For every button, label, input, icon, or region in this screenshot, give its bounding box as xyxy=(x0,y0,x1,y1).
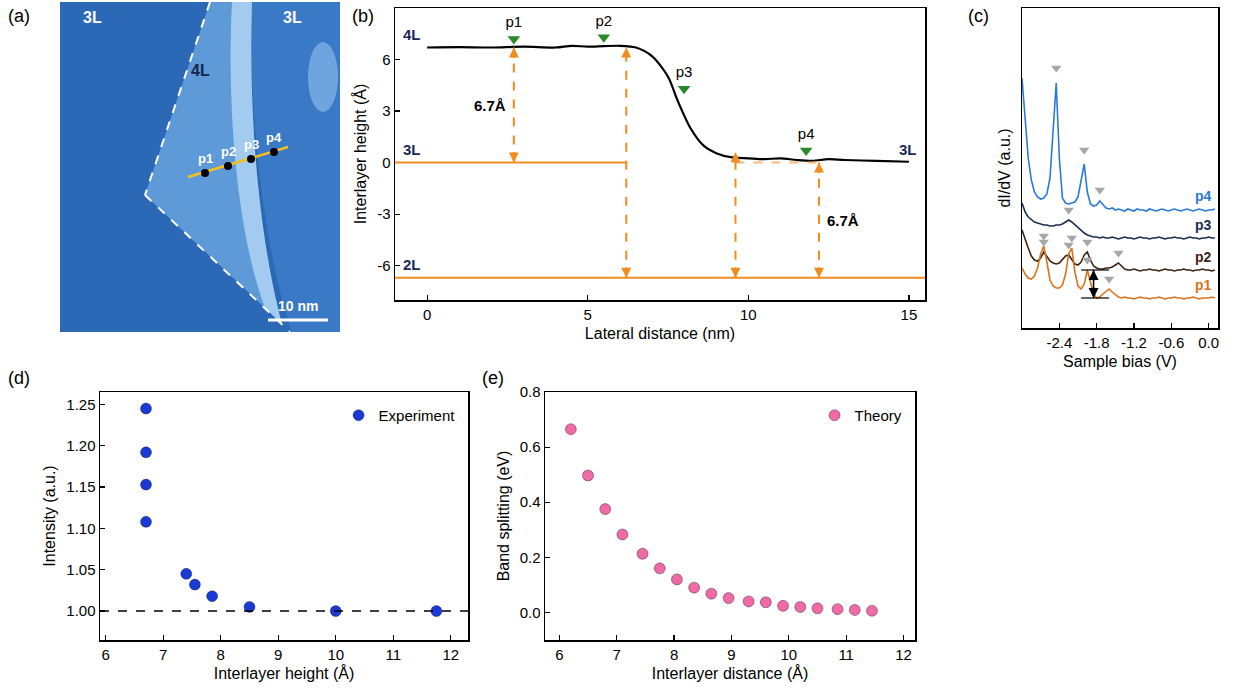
svg-text:p3: p3 xyxy=(676,63,693,80)
svg-text:p1: p1 xyxy=(506,13,523,30)
svg-text:6.7Å: 6.7Å xyxy=(474,97,506,114)
svg-text:p1: p1 xyxy=(1195,277,1212,293)
svg-text:4L: 4L xyxy=(403,26,421,43)
svg-text:10: 10 xyxy=(780,646,797,663)
svg-text:p4: p4 xyxy=(798,125,815,142)
svg-text:Experiment: Experiment xyxy=(379,407,456,424)
svg-text:3L: 3L xyxy=(403,141,421,158)
svg-text:(e): (e) xyxy=(482,368,504,388)
svg-text:7: 7 xyxy=(159,646,167,663)
svg-text:6: 6 xyxy=(555,646,563,663)
svg-text:0: 0 xyxy=(382,154,390,171)
svg-text:0.6: 0.6 xyxy=(520,438,541,455)
svg-text:-2.4: -2.4 xyxy=(1046,334,1072,351)
svg-text:4L: 4L xyxy=(191,62,210,79)
svg-text:Sample bias (V): Sample bias (V) xyxy=(1063,353,1177,370)
svg-text:p4: p4 xyxy=(1195,188,1212,204)
svg-text:11: 11 xyxy=(838,646,854,663)
svg-text:-1.2: -1.2 xyxy=(1121,334,1147,351)
svg-text:12: 12 xyxy=(895,646,912,663)
svg-text:Band splitting (eV): Band splitting (eV) xyxy=(495,451,512,582)
svg-text:9: 9 xyxy=(274,646,282,663)
svg-text:6.7Å: 6.7Å xyxy=(827,212,859,229)
svg-text:3L: 3L xyxy=(899,141,917,158)
svg-text:11: 11 xyxy=(385,646,401,663)
svg-text:p1: p1 xyxy=(198,151,213,166)
svg-text:p2: p2 xyxy=(221,144,236,159)
svg-text:-0.6: -0.6 xyxy=(1158,334,1184,351)
svg-text:(d): (d) xyxy=(8,368,30,388)
svg-text:0.2: 0.2 xyxy=(520,549,541,566)
svg-text:7: 7 xyxy=(613,646,621,663)
svg-text:Interlayer distance (Å): Interlayer distance (Å) xyxy=(652,664,809,682)
svg-text:Intensity (a.u.): Intensity (a.u.) xyxy=(41,465,58,566)
svg-text:10 nm: 10 nm xyxy=(278,298,318,314)
svg-text:p2: p2 xyxy=(595,12,612,29)
svg-text:2L: 2L xyxy=(403,256,421,273)
svg-text:p3: p3 xyxy=(1195,217,1212,233)
svg-text:12: 12 xyxy=(442,646,459,663)
svg-text:3: 3 xyxy=(382,102,390,119)
svg-text:0.0: 0.0 xyxy=(520,604,541,621)
svg-text:(c): (c) xyxy=(968,6,989,26)
svg-text:0.0: 0.0 xyxy=(1198,334,1219,351)
svg-text:8: 8 xyxy=(217,646,225,663)
svg-text:p2: p2 xyxy=(1195,249,1212,265)
svg-text:5: 5 xyxy=(584,306,592,323)
svg-text:Theory: Theory xyxy=(855,407,902,424)
svg-text:-6: -6 xyxy=(377,257,390,274)
svg-text:Interlayer height (Å): Interlayer height (Å) xyxy=(214,664,355,682)
svg-text:10: 10 xyxy=(327,646,344,663)
svg-text:(a): (a) xyxy=(8,6,30,26)
svg-text:6: 6 xyxy=(382,51,390,68)
svg-text:1.25: 1.25 xyxy=(66,396,95,413)
svg-text:Interlayer height (Å): Interlayer height (Å) xyxy=(351,84,369,225)
svg-text:(b): (b) xyxy=(352,6,374,26)
svg-text:p4: p4 xyxy=(266,130,282,145)
svg-text:8: 8 xyxy=(670,646,678,663)
svg-text:0.8: 0.8 xyxy=(520,383,541,400)
svg-text:0: 0 xyxy=(423,306,431,323)
svg-text:p3: p3 xyxy=(244,137,259,152)
svg-text:3L: 3L xyxy=(83,9,102,26)
svg-text:1.05: 1.05 xyxy=(66,561,95,578)
svg-text:10: 10 xyxy=(740,306,757,323)
svg-text:15: 15 xyxy=(901,306,918,323)
svg-text:-3: -3 xyxy=(377,205,390,222)
svg-text:0.4: 0.4 xyxy=(520,493,541,510)
svg-text:1.10: 1.10 xyxy=(66,520,95,537)
svg-text:dI/dV (a.u.): dI/dV (a.u.) xyxy=(996,128,1013,207)
svg-text:3L: 3L xyxy=(283,9,302,26)
svg-text:6: 6 xyxy=(102,646,110,663)
svg-text:-1.8: -1.8 xyxy=(1084,334,1110,351)
svg-text:1.20: 1.20 xyxy=(66,437,95,454)
svg-text:Lateral distance (nm): Lateral distance (nm) xyxy=(585,325,735,342)
svg-text:9: 9 xyxy=(727,646,735,663)
svg-text:1.00: 1.00 xyxy=(66,602,95,619)
svg-text:1.15: 1.15 xyxy=(66,478,95,495)
